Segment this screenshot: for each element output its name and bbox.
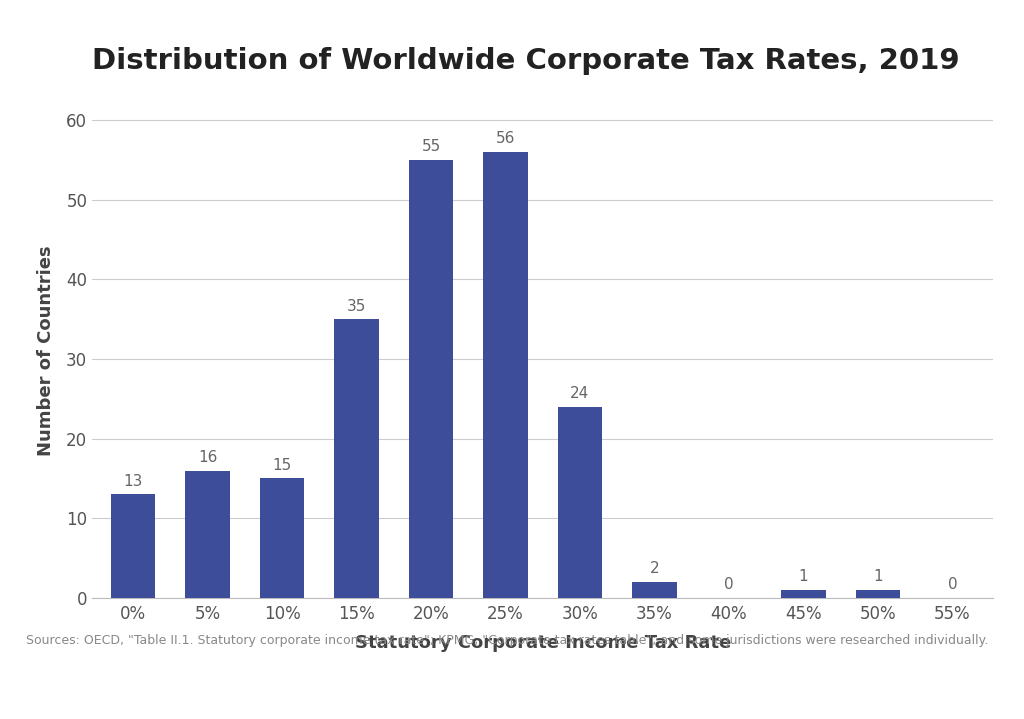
Text: 16: 16 [198,450,217,465]
X-axis label: Statutory Corporate Income Tax Rate: Statutory Corporate Income Tax Rate [354,634,731,652]
Bar [260,478,304,598]
Text: 15: 15 [272,458,292,473]
Bar [855,590,900,598]
Text: 13: 13 [124,474,142,489]
Text: 24: 24 [570,386,590,401]
Bar [409,160,454,598]
Text: 1: 1 [799,569,808,585]
Text: TAX FOUNDATION: TAX FOUNDATION [13,689,193,707]
Bar [558,407,602,598]
Text: Sources: OECD, "Table II.1. Statutory corporate income tax rate"; KPMG, "Corpora: Sources: OECD, "Table II.1. Statutory co… [26,634,988,647]
Bar [185,470,230,598]
Text: 0: 0 [947,577,957,592]
Bar [781,590,825,598]
Text: @TaxFoundation: @TaxFoundation [862,689,1011,707]
Bar [632,582,677,598]
Y-axis label: Number of Countries: Number of Countries [37,246,55,457]
Bar [111,495,156,598]
Bar [483,152,527,598]
Text: 56: 56 [496,132,515,147]
Text: Distribution of Worldwide Corporate Tax Rates, 2019: Distribution of Worldwide Corporate Tax … [92,47,959,75]
Bar [334,319,379,598]
Text: 35: 35 [347,298,367,313]
Text: 55: 55 [422,139,440,155]
Text: 0: 0 [724,577,734,592]
Text: 2: 2 [649,562,659,577]
Text: 1: 1 [873,569,883,585]
